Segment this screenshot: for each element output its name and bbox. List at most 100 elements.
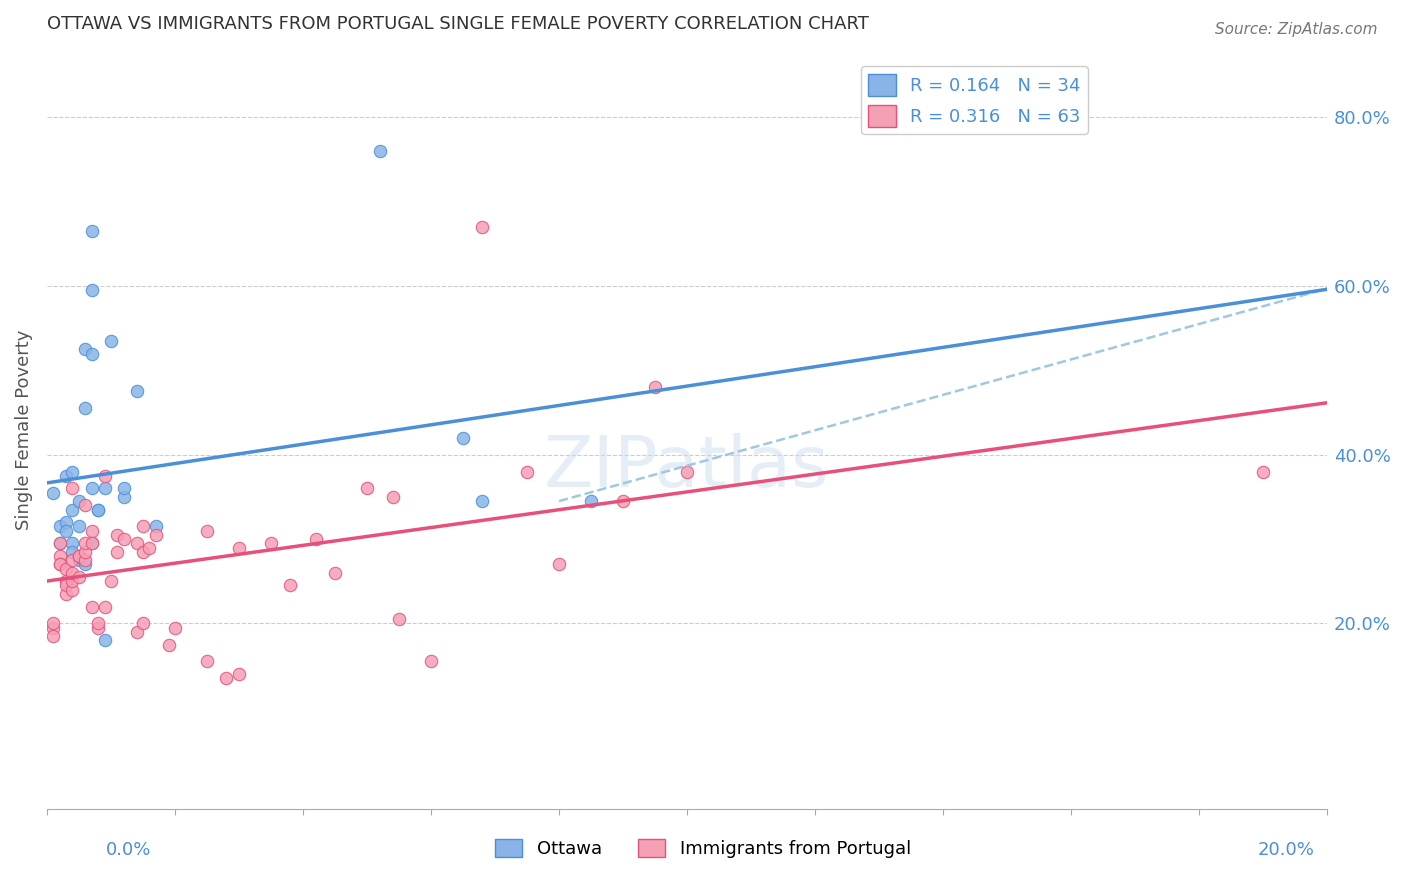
Point (163, 621, 186, 635)
Point (42, 621, 65, 635)
Point (67, 549, 90, 563)
Point (548, 558, 571, 572)
Point (62, 566, 84, 580)
Point (75, 343, 97, 357)
Point (93, 599, 115, 614)
Point (75, 401, 97, 416)
Point (67, 494, 90, 508)
Point (93, 468, 115, 483)
Point (55, 574, 77, 589)
Point (676, 465, 699, 479)
Point (80, 346, 103, 360)
Point (48, 536, 70, 550)
Point (260, 536, 283, 550)
Point (67, 519, 90, 533)
Point (67, 553, 90, 567)
Point (1251, 465, 1274, 479)
Point (75, 536, 97, 550)
Point (471, 219, 494, 234)
Point (62, 482, 84, 496)
Point (356, 482, 378, 496)
Point (132, 616, 155, 631)
Point (87, 502, 110, 516)
Point (55, 515, 77, 529)
Point (132, 519, 155, 533)
Y-axis label: Single Female Poverty: Single Female Poverty (15, 329, 32, 530)
Point (62, 545, 84, 559)
Point (80, 482, 103, 496)
Point (80, 224, 103, 238)
Point (62, 574, 84, 589)
Point (42, 616, 65, 631)
Text: ZIPatlas: ZIPatlas (544, 433, 830, 502)
Point (48, 558, 70, 572)
Point (228, 541, 250, 555)
Point (75, 558, 97, 572)
Point (55, 561, 77, 575)
Point (80, 524, 103, 538)
Text: OTTAWA VS IMMIGRANTS FROM PORTUGAL SINGLE FEMALE POVERTY CORRELATION CHART: OTTAWA VS IMMIGRANTS FROM PORTUGAL SINGL… (46, 15, 869, 33)
Point (612, 494, 634, 508)
Point (67, 549, 90, 563)
Point (125, 384, 148, 399)
Point (100, 574, 122, 589)
Point (112, 482, 135, 496)
Point (48, 519, 70, 533)
Point (75, 553, 97, 567)
Point (62, 582, 84, 597)
Point (55, 587, 77, 601)
Point (100, 334, 122, 348)
Text: Source: ZipAtlas.com: Source: ZipAtlas.com (1215, 22, 1378, 37)
Point (87, 621, 110, 635)
Point (48, 558, 70, 572)
Point (87, 616, 110, 631)
Point (215, 671, 238, 685)
Point (67, 570, 90, 584)
Point (451, 431, 474, 445)
Point (112, 532, 135, 546)
Point (87, 502, 110, 516)
Point (80, 599, 103, 614)
Point (195, 524, 218, 538)
Legend: R = 0.164   N = 34, R = 0.316   N = 63: R = 0.164 N = 34, R = 0.316 N = 63 (862, 66, 1088, 134)
Point (132, 545, 155, 559)
Point (93, 633, 115, 648)
Point (305, 532, 328, 546)
Point (75, 499, 97, 513)
Point (644, 380, 666, 394)
Point (80, 536, 103, 550)
Point (80, 536, 103, 550)
Point (228, 667, 250, 681)
Point (55, 468, 77, 483)
Point (48, 536, 70, 550)
Point (105, 545, 128, 559)
Point (125, 536, 148, 550)
Point (278, 578, 301, 592)
Point (80, 283, 103, 297)
Point (93, 482, 115, 496)
Point (420, 654, 443, 668)
Point (48, 549, 70, 563)
Point (195, 654, 218, 668)
Text: 0.0%: 0.0% (105, 841, 150, 859)
Point (323, 566, 346, 580)
Point (138, 541, 160, 555)
Point (112, 490, 135, 504)
Point (42, 485, 65, 500)
Point (157, 638, 180, 652)
Point (381, 490, 404, 504)
Point (125, 624, 148, 639)
Point (145, 528, 167, 542)
Point (471, 494, 494, 508)
Point (368, 144, 391, 158)
Point (579, 494, 602, 508)
Legend: Ottawa, Immigrants from Portugal: Ottawa, Immigrants from Portugal (488, 831, 918, 865)
Point (516, 465, 538, 479)
Point (62, 553, 84, 567)
Point (62, 502, 84, 516)
Point (55, 578, 77, 592)
Point (75, 545, 97, 559)
Point (105, 528, 128, 542)
Point (388, 612, 411, 626)
Point (55, 524, 77, 538)
